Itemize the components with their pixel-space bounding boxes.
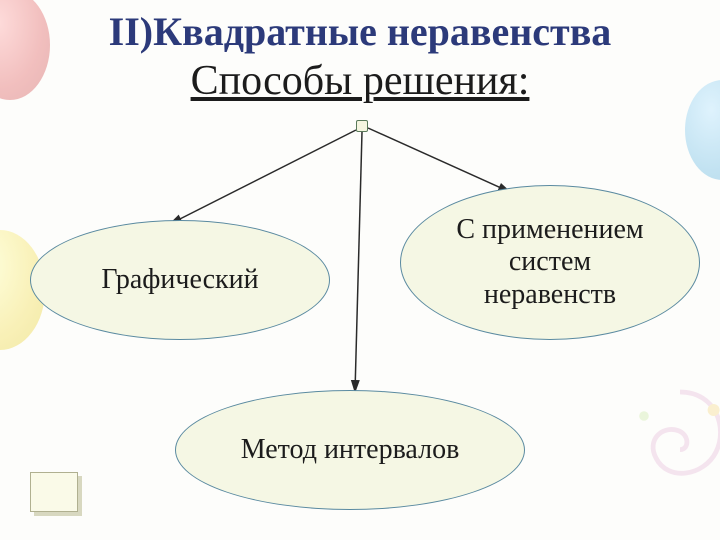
node-graphical-label: Графический — [101, 264, 258, 296]
title-line-1: II)Квадратные неравенства — [0, 8, 720, 55]
node-systems: С применением систем неравенств — [400, 185, 700, 340]
node-graphical: Графический — [30, 220, 330, 340]
node-systems-label: С применением систем неравенств — [456, 214, 643, 311]
edge-to-graphical — [170, 130, 356, 224]
diagram-root — [356, 120, 368, 132]
edge-to-systems — [368, 128, 510, 192]
node-intervals: Метод интервалов — [175, 390, 525, 510]
nav-action-button[interactable] — [30, 472, 78, 512]
slide-title: II)Квадратные неравенства Способы решени… — [0, 8, 720, 105]
node-intervals-label: Метод интервалов — [241, 434, 460, 466]
edge-to-intervals — [355, 132, 362, 392]
title-line-2: Способы решения: — [0, 57, 720, 105]
